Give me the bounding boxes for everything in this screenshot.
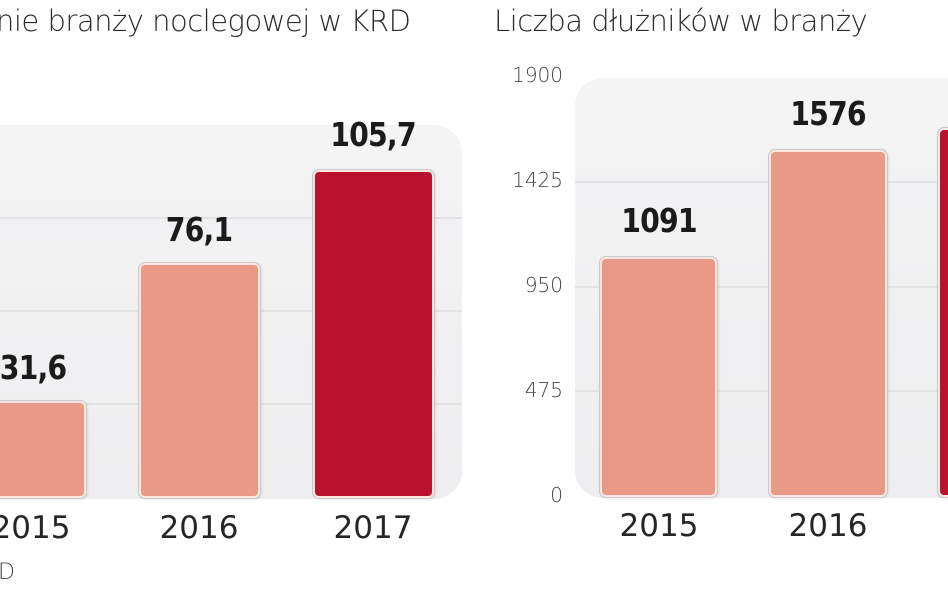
value-label-2016: 76,1 xyxy=(165,210,233,249)
year-label-2017: 2017 xyxy=(333,510,413,546)
year-label-2016: 2016 xyxy=(159,510,239,546)
gridline xyxy=(0,217,462,219)
y-tick-475: 475 xyxy=(524,378,563,402)
year-label-2015: 2015 xyxy=(619,508,699,544)
year-label-2016: 2016 xyxy=(788,508,868,544)
value-label-2015: 1091 xyxy=(621,201,697,240)
bar-2015 xyxy=(0,401,86,498)
value-label-2016: 1576 xyxy=(790,94,866,133)
bar-2017 xyxy=(938,128,948,497)
right-chart-title: Liczba dłużników w branży xyxy=(494,4,868,38)
gridline xyxy=(575,390,948,392)
y-tick-1425: 1425 xyxy=(512,168,563,192)
value-label-2015: 31,6 xyxy=(0,348,67,387)
source-note: D xyxy=(0,560,15,585)
bar-2016 xyxy=(139,263,260,498)
y-tick-0: 0 xyxy=(550,483,563,507)
value-label-2017: 105,7 xyxy=(330,115,416,154)
y-tick-1900: 1900 xyxy=(512,63,563,87)
bar-2015 xyxy=(600,257,717,497)
gridline xyxy=(575,181,948,183)
bar-2016 xyxy=(769,150,887,497)
year-label-2015: 2015 xyxy=(0,510,71,546)
y-tick-950: 950 xyxy=(524,273,563,297)
left-chart-title: nie branży noclegowej w KRD xyxy=(0,4,411,38)
gridline xyxy=(575,286,948,288)
bar-2017 xyxy=(313,170,434,498)
